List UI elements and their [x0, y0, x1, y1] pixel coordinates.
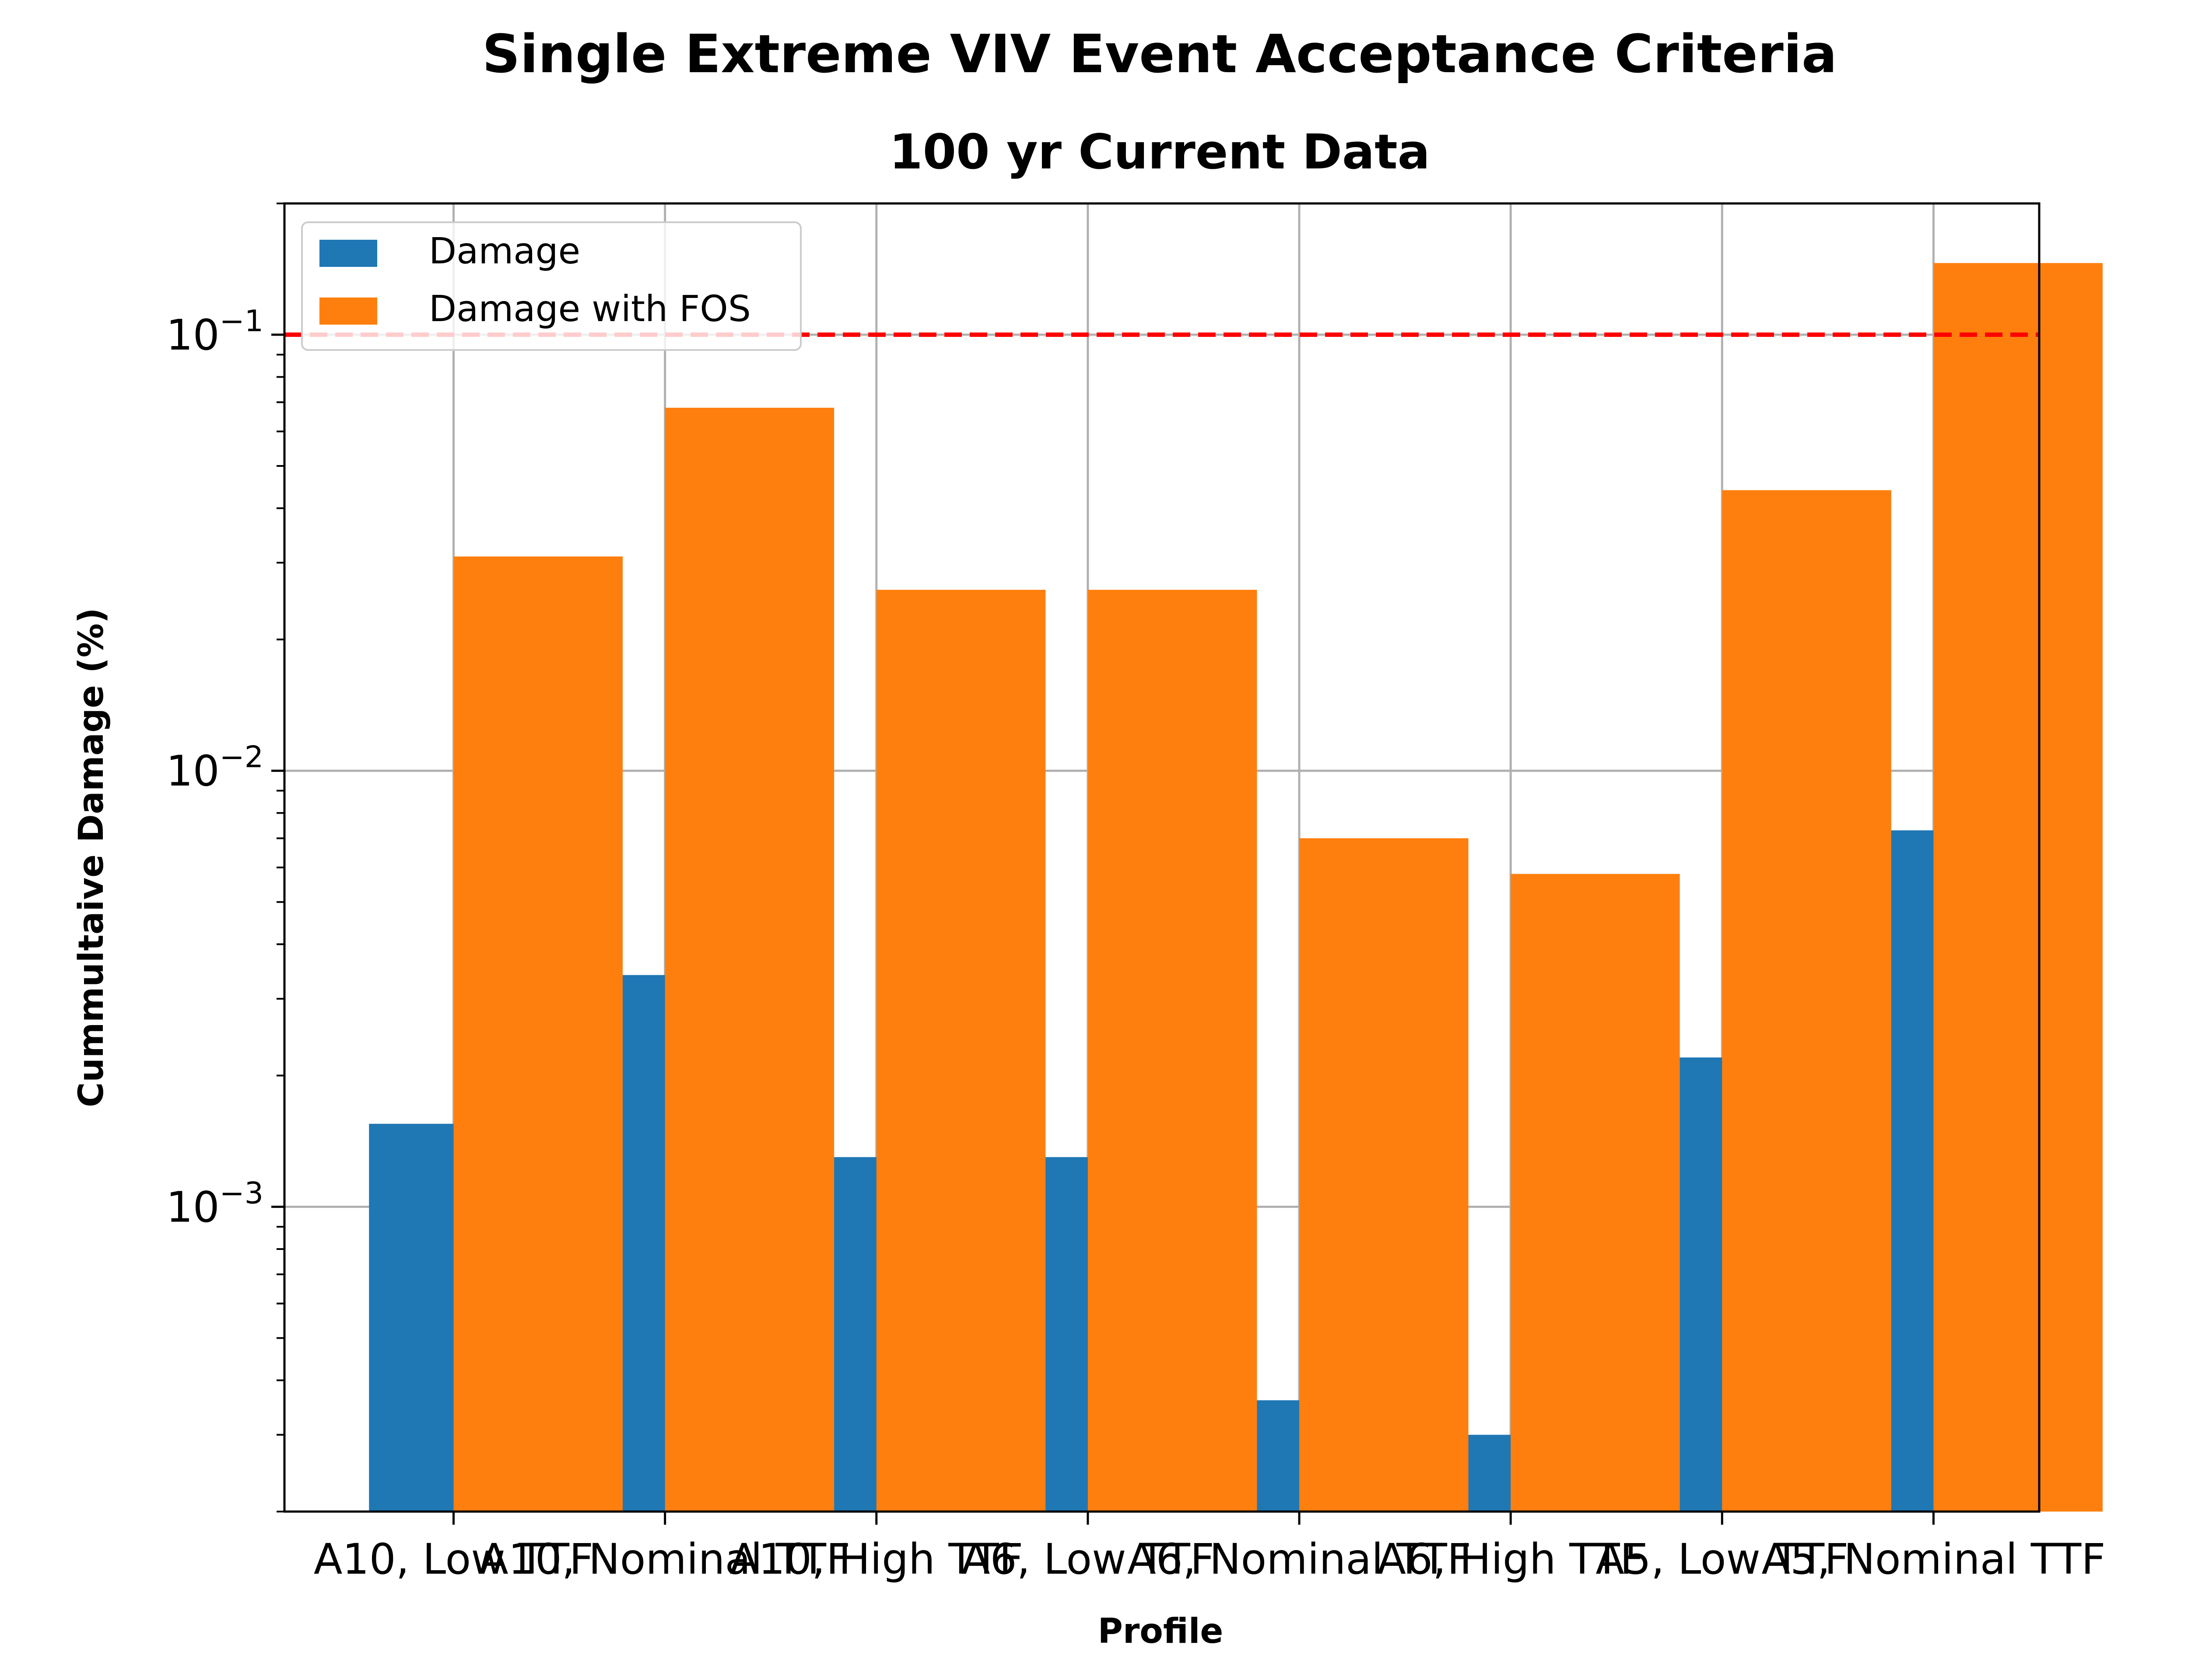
x-tick-label: A5, Low TTF	[1595, 1535, 1848, 1584]
bars	[369, 263, 2103, 1512]
bar-damage-with-fos	[876, 590, 1046, 1512]
plot-frame	[283, 202, 2041, 1513]
bar-damage-with-fos	[1933, 263, 2103, 1512]
legend-swatch	[319, 240, 377, 267]
bar-damage-with-fos	[1511, 874, 1680, 1512]
y-tick-label: 10−1	[166, 304, 263, 360]
x-tick-label: A10, Nominal TTF	[480, 1535, 850, 1584]
legend: Damage Damage with FOS	[301, 221, 802, 351]
x-tick-label: A6, Low TTF	[961, 1535, 1214, 1584]
chart-title: Single Extreme VIV Event Acceptance Crit…	[482, 24, 1837, 85]
y-tick-label: 10−2	[166, 740, 263, 796]
chart-subtitle: 100 yr Current Data	[889, 124, 1430, 180]
y-axis-label: Cummultaive Damage (%)	[72, 608, 111, 1107]
x-tick-label: A10, High TTF	[729, 1535, 1023, 1584]
legend-label: Damage	[429, 231, 580, 272]
bar-damage-with-fos	[665, 407, 835, 1512]
bar-damage-with-fos	[453, 556, 623, 1512]
y-tick-label: 10−3	[166, 1176, 263, 1232]
bar-damage-with-fos	[1087, 590, 1257, 1512]
bar-damage-with-fos	[1299, 838, 1469, 1512]
x-tick-label: A6, High TTF	[1377, 1535, 1644, 1584]
bar-damage-with-fos	[1722, 490, 1891, 1512]
x-axis-label: Profile	[1098, 1612, 1224, 1651]
x-tick-label: A10, Low TTF	[314, 1535, 593, 1584]
legend-label: Damage with FOS	[429, 288, 751, 330]
x-tick-label: A5, Nominal TTF	[1761, 1535, 2105, 1584]
x-tick-label: A6, Nominal TTF	[1127, 1535, 1471, 1584]
legend-swatch	[319, 298, 377, 325]
legend-box	[301, 221, 802, 351]
